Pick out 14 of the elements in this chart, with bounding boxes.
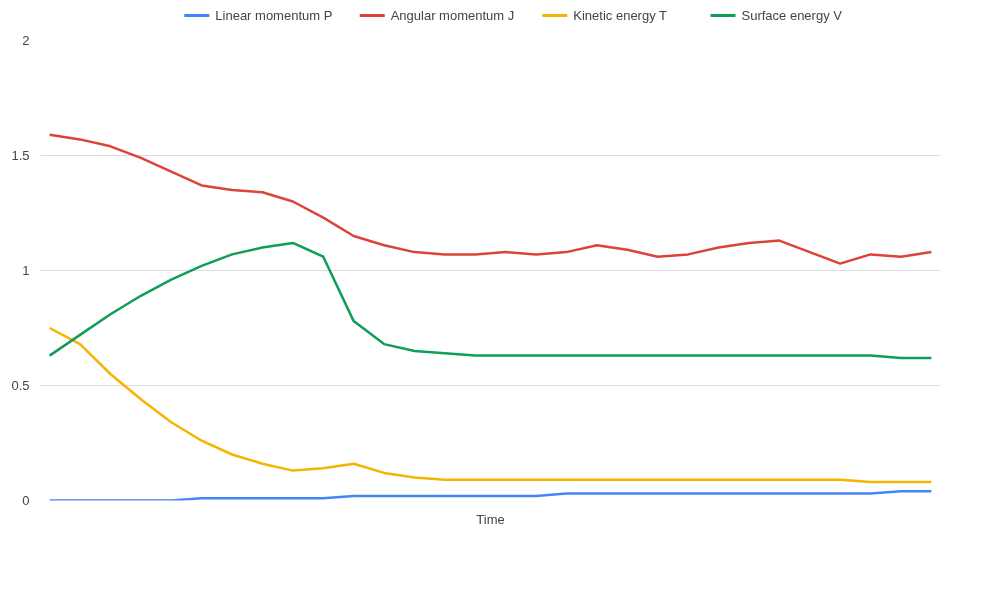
legend-label: Kinetic energy T <box>573 8 668 23</box>
line-series <box>48 133 933 265</box>
y-tick-label: 1.5 <box>11 148 30 163</box>
y-tick-label: 1 <box>22 263 30 278</box>
y-tick-label: 2 <box>22 33 30 48</box>
line-series <box>48 241 933 360</box>
legend-label: Angular momentum J <box>390 8 515 23</box>
line-series <box>48 490 933 501</box>
line-series <box>48 326 933 484</box>
x-axis-title: Time <box>476 511 505 527</box>
y-tick-label: 0.5 <box>11 378 30 393</box>
legend-label: Linear momentum P <box>215 8 333 23</box>
y-tick-label: 0 <box>22 493 30 508</box>
legend-label: Surface energy V <box>741 8 843 23</box>
